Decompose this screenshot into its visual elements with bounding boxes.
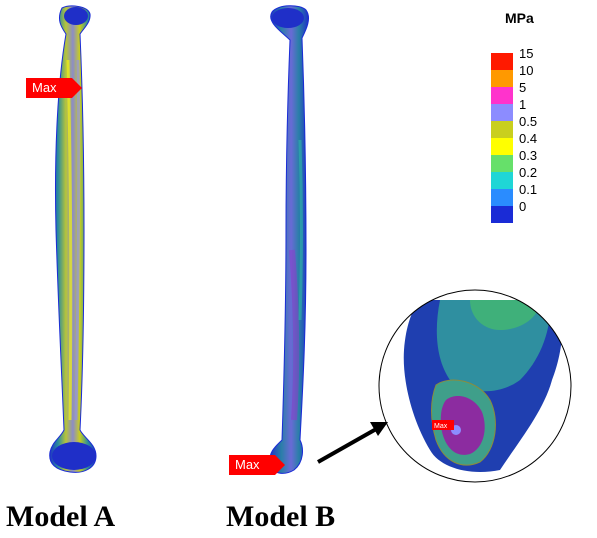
color-scale-legend (491, 53, 513, 223)
legend-tick-label: 0.4 (519, 131, 538, 146)
legend-tick-label: 0.3 (519, 148, 538, 163)
model-b-label: Model B (226, 500, 336, 533)
legend-swatch-8 (491, 189, 513, 206)
zoom-max-label: Max (434, 423, 448, 430)
model-a-bone (49, 5, 97, 473)
legend-tick-label: 0.5 (519, 114, 538, 129)
legend-tick-label: 0.2 (519, 165, 538, 180)
legend-swatch-4 (491, 121, 513, 138)
legend-swatch-9 (491, 206, 513, 223)
legend-swatch-6 (491, 155, 513, 172)
model-b-bone (269, 5, 309, 474)
model-a-label: Model A (6, 500, 116, 533)
legend-swatch-0 (491, 53, 513, 70)
max-marker-model-b: Max (229, 455, 285, 475)
zoom-detail: Max (378, 289, 572, 483)
legend-tick-label: 15 (519, 46, 534, 61)
legend-tick-label: 0.1 (519, 182, 538, 197)
legend-tick-label: 1 (519, 97, 527, 112)
max-marker-model-a: Max (26, 78, 82, 98)
legend-unit: MPa (505, 10, 534, 26)
legend-tick-label: 5 (519, 80, 527, 95)
legend-swatch-5 (491, 138, 513, 155)
legend-tick-label: 0 (519, 199, 527, 214)
zoom-arrow (317, 422, 388, 464)
legend-tick-label: 10 (519, 63, 534, 78)
legend-swatch-3 (491, 104, 513, 121)
legend-swatch-7 (491, 172, 513, 189)
legend-swatch-2 (491, 87, 513, 104)
legend-swatch-1 (491, 70, 513, 87)
